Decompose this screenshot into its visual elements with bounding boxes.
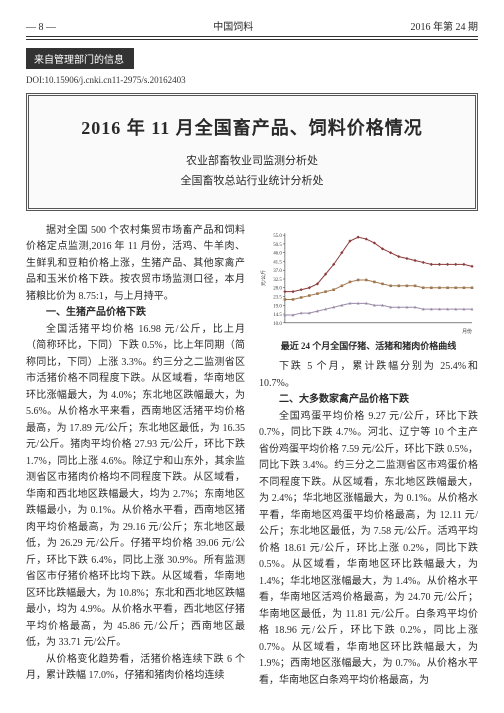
price-chart: 10.0 14.5 19.0 23.5 28.0 32.5 37.0 41.5 46.0 50.5… bbox=[259, 227, 478, 354]
left-column: 据对全国 500 个农村集贸市场畜产品和饲料价格定点监测,2016 年 11 月… bbox=[26, 223, 245, 690]
right-p1: 下跌 5 个月，累计跌幅分别为 25.4%和 10.7%。 bbox=[259, 359, 478, 392]
svg-text:28.0: 28.0 bbox=[273, 286, 282, 291]
right-heading-1: 二、大多数家禽产品价格下跌 bbox=[259, 392, 478, 409]
svg-text:41.5: 41.5 bbox=[273, 260, 282, 265]
svg-text:23.5: 23.5 bbox=[273, 295, 282, 300]
section-tag: 来自管理部门的信息 bbox=[26, 48, 134, 69]
issue-label: 2016 年第 24 期 bbox=[411, 18, 479, 33]
right-column: 10.0 14.5 19.0 23.5 28.0 32.5 37.0 41.5 46.0 50.5… bbox=[259, 223, 478, 690]
svg-text:46.0: 46.0 bbox=[273, 251, 282, 256]
svg-text:37.0: 37.0 bbox=[273, 269, 282, 274]
right-p2: 全国鸡蛋平均价格 9.27 元/公斤，环比下跌 0.7%，同比下跌 4.7%。河… bbox=[259, 409, 478, 690]
left-heading-1: 一、生猪产品价格下跌 bbox=[26, 305, 245, 322]
svg-text:19.0: 19.0 bbox=[273, 304, 282, 309]
doi-text: DOI:10.15906/j.cnki.cn11-2975/s.20162403 bbox=[26, 75, 478, 85]
svg-text:元/公斤: 元/公斤 bbox=[260, 269, 267, 285]
svg-text:10.0: 10.0 bbox=[273, 321, 282, 326]
article-title: 2016 年 11 月全国畜产品、饲料价格情况 bbox=[41, 114, 463, 140]
org-line-1: 农业部畜牧业司监测分析处 bbox=[41, 152, 463, 172]
left-p1: 据对全国 500 个农村集贸市场畜产品和饲料价格定点监测,2016 年 11 月… bbox=[26, 223, 245, 306]
svg-text:月份: 月份 bbox=[462, 327, 472, 334]
journal-name: 中国饲料 bbox=[213, 18, 253, 33]
left-p3: 从价格变化趋势看，活猪价格连续下跌 6 个月，累计跌幅 17.0%，仔猪和猪肉价… bbox=[26, 652, 245, 685]
org-line-2: 全国畜牧总站行业统计分析处 bbox=[41, 172, 463, 192]
svg-text:50.5: 50.5 bbox=[273, 243, 282, 248]
title-box: 2016 年 11 月全国畜产品、饲料价格情况 农业部畜牧业司监测分析处 全国畜… bbox=[26, 93, 478, 211]
chart-svg: 10.0 14.5 19.0 23.5 28.0 32.5 37.0 41.5 46.0 50.5… bbox=[259, 227, 478, 337]
left-p2: 全国活猪平均价格 16.98 元/公斤，比上月（简称环比，下同）下跌 0.5%，… bbox=[26, 322, 245, 652]
svg-text:55.0: 55.0 bbox=[273, 234, 282, 239]
svg-text:32.5: 32.5 bbox=[273, 278, 282, 283]
page-number: — 8 — bbox=[26, 22, 56, 33]
chart-caption: 最近 24 个月全国仔猪、活猪和猪肉价格曲线 bbox=[259, 339, 478, 354]
svg-text:14.5: 14.5 bbox=[273, 313, 282, 318]
